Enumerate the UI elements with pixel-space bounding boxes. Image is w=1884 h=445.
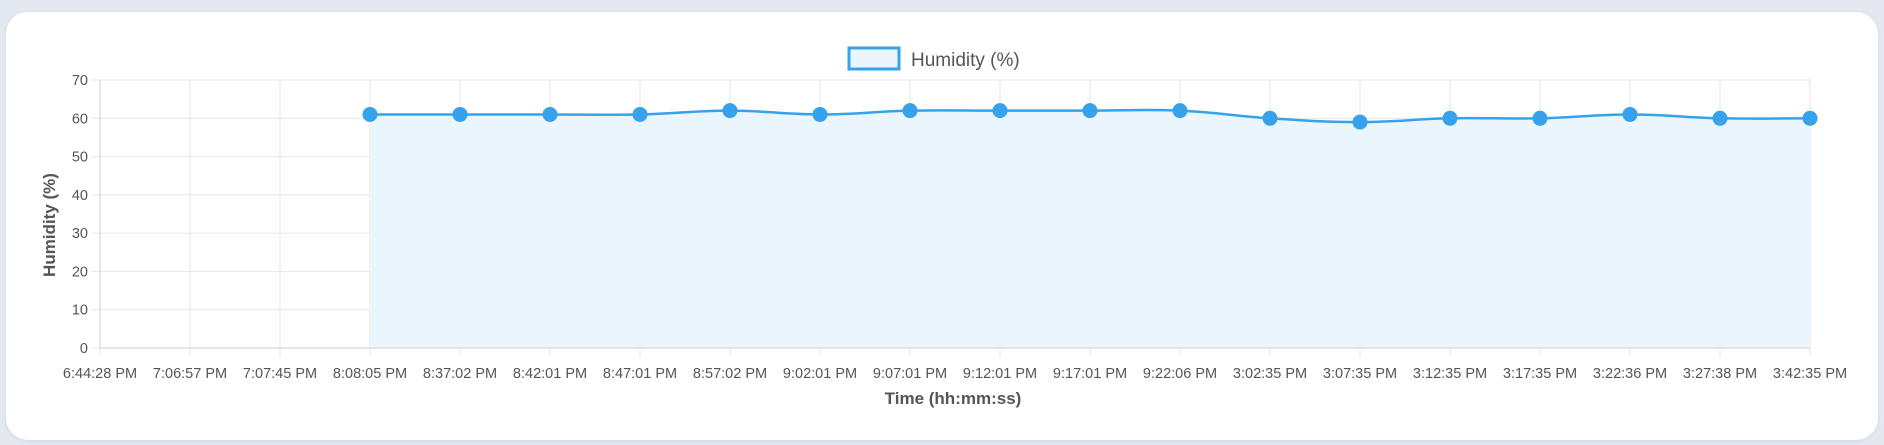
x-tick-label: 3:22:36 PM [1593, 366, 1667, 382]
x-tick-label: 7:06:57 PM [153, 366, 227, 382]
x-tick-label: 7:07:45 PM [243, 366, 317, 382]
x-tick-label: 3:42:35 PM [1773, 366, 1847, 382]
data-point[interactable] [362, 106, 378, 122]
x-tick-label: 8:57:02 PM [693, 366, 767, 382]
x-tick-label: 9:17:01 PM [1053, 366, 1127, 382]
x-tick-label: 9:02:01 PM [783, 366, 857, 382]
axes [99, 80, 1810, 349]
humidity-chart: 0 10 20 30 40 50 60 70 6:44:28 PM 7:06:57 PM 7:07:… [40, 46, 1847, 408]
data-point[interactable] [1262, 110, 1278, 126]
x-tick-label: 3:17:35 PM [1503, 366, 1577, 382]
legend-swatch[interactable] [847, 46, 901, 71]
tick-labels: 0 10 20 30 40 50 60 70 6:44:28 PM 7:06:57 PM 7:07:… [63, 73, 1847, 382]
legend-label[interactable]: Humidity (%) [911, 50, 1020, 71]
data-point[interactable] [902, 103, 918, 119]
x-tick-label: 8:08:05 PM [333, 366, 407, 382]
data-point[interactable] [992, 103, 1008, 119]
data-point[interactable] [1802, 110, 1818, 126]
y-tick-label: 40 [72, 188, 88, 204]
data-point[interactable] [1622, 106, 1638, 122]
chart-card: 0 10 20 30 40 50 60 70 6:44:28 PM 7:06:57 PM 7:07:… [6, 12, 1878, 440]
x-tick-label: 6:44:28 PM [63, 366, 137, 382]
data-point[interactable] [1712, 110, 1728, 126]
data-point[interactable] [1172, 103, 1188, 119]
data-point[interactable] [1082, 103, 1098, 119]
series-area-fill [370, 109, 1810, 348]
data-point[interactable] [542, 106, 558, 122]
y-tick-label: 0 [80, 341, 88, 357]
data-point[interactable] [1532, 110, 1548, 126]
data-point[interactable] [1352, 114, 1368, 130]
data-point[interactable] [812, 106, 828, 122]
x-tick-label: 9:12:01 PM [963, 366, 1037, 382]
x-tick-label: 3:02:35 PM [1233, 366, 1307, 382]
y-axis-title: Humidity (%) [40, 173, 59, 277]
x-tick-label: 3:27:38 PM [1683, 366, 1757, 382]
data-point[interactable] [722, 103, 738, 119]
x-tick-label: 8:37:02 PM [423, 366, 497, 382]
y-tick-label: 70 [72, 73, 88, 89]
data-point[interactable] [1442, 110, 1458, 126]
series-area [370, 109, 1810, 348]
x-tick-label: 9:07:01 PM [873, 366, 947, 382]
y-tick-label: 30 [72, 226, 88, 242]
series-points [362, 103, 1818, 130]
y-tick-label: 60 [72, 111, 88, 127]
legend[interactable]: Humidity (%) [847, 46, 1020, 71]
data-point[interactable] [632, 106, 648, 122]
x-tick-label: 3:12:35 PM [1413, 366, 1487, 382]
x-axis-title: Time (hh:mm:ss) [885, 389, 1022, 408]
x-tick-label: 9:22:06 PM [1143, 366, 1217, 382]
data-point[interactable] [452, 106, 468, 122]
x-tick-label: 3:07:35 PM [1323, 366, 1397, 382]
y-tick-label: 20 [72, 264, 88, 280]
x-tick-label: 8:47:01 PM [603, 366, 677, 382]
y-tick-label: 10 [72, 303, 88, 319]
y-tick-label: 50 [72, 150, 88, 166]
x-tick-label: 8:42:01 PM [513, 366, 587, 382]
